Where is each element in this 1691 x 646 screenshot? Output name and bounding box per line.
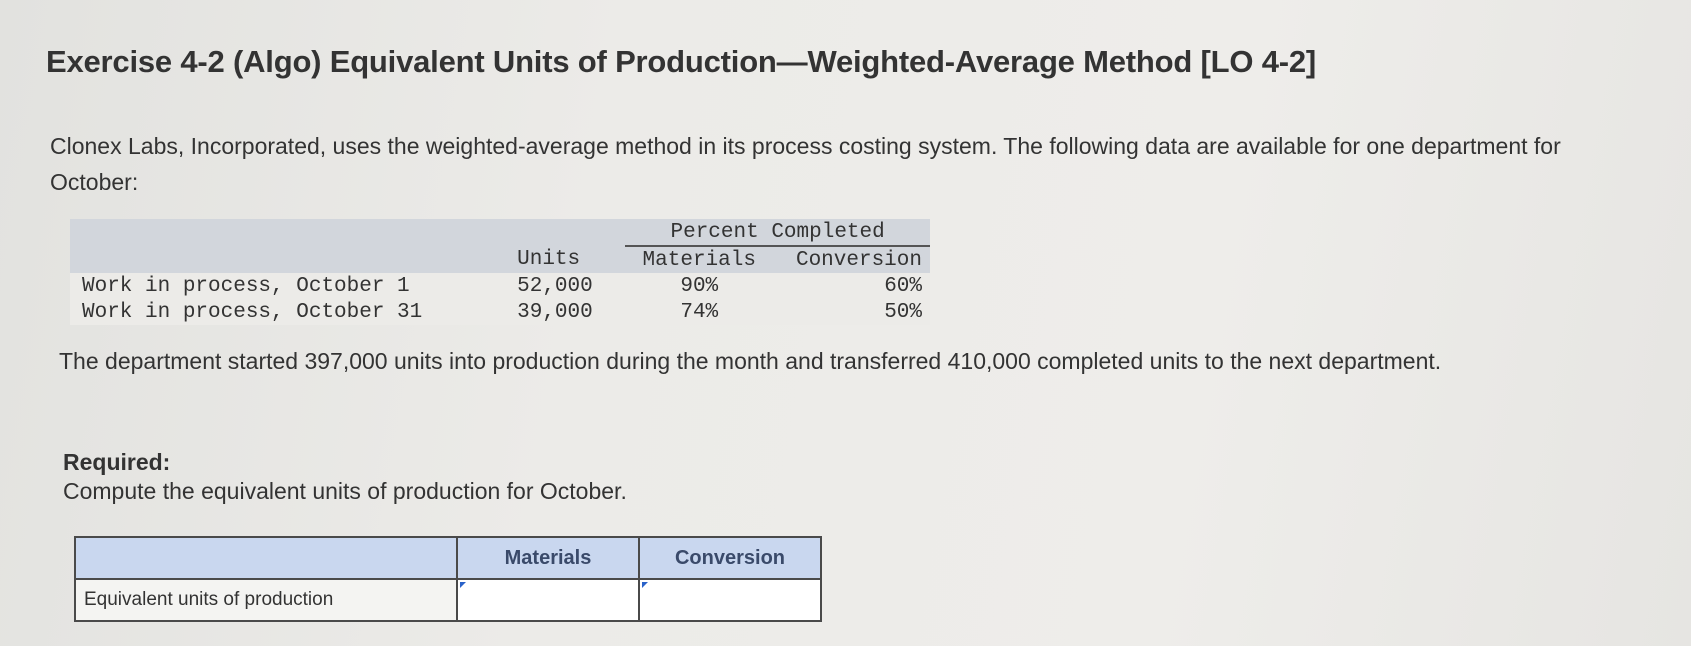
materials-input[interactable] xyxy=(458,581,638,619)
data-table: Percent Completed Units Materials Conver… xyxy=(70,219,930,325)
data-table-group-header-row: Percent Completed xyxy=(70,219,930,247)
answer-header-row: Materials Conversion xyxy=(74,536,822,580)
units-value: 39,000 xyxy=(507,299,626,325)
answer-table: Materials Conversion Equivalent units of… xyxy=(74,536,822,622)
answer-row: Equivalent units of production xyxy=(74,578,822,622)
data-table-column-header-row: Units Materials Conversion xyxy=(70,245,930,273)
exercise-title: Exercise 4-2 (Algo) Equivalent Units of … xyxy=(46,44,1317,79)
units-header: Units xyxy=(507,246,626,273)
units-value: 52,000 xyxy=(507,273,626,299)
intro-paragraph: Clonex Labs, Incorporated, uses the weig… xyxy=(50,133,1561,195)
equivalent-units-label: Equivalent units of production xyxy=(74,578,458,622)
conversion-input[interactable] xyxy=(640,581,820,619)
row-label: Work in process, October 1 xyxy=(70,273,508,299)
materials-header: Materials xyxy=(625,245,774,273)
answer-materials-header: Materials xyxy=(456,536,640,580)
required-label: Required: xyxy=(63,449,171,475)
answer-conversion-header: Conversion xyxy=(638,536,822,580)
conversion-header: Conversion xyxy=(773,245,930,273)
materials-percent: 90% xyxy=(625,273,774,299)
table-row: Work in process, October 31 39,000 74% 5… xyxy=(70,299,930,325)
input-marker-icon xyxy=(460,582,466,588)
materials-input-cell[interactable] xyxy=(456,578,640,622)
conversion-percent: 60% xyxy=(773,273,930,299)
percent-completed-header: Percent Completed xyxy=(625,219,930,247)
required-text: Compute the equivalent units of producti… xyxy=(63,478,627,504)
conversion-percent: 50% xyxy=(773,299,930,325)
input-marker-icon xyxy=(642,582,648,588)
conversion-input-cell[interactable] xyxy=(638,578,822,622)
row-label: Work in process, October 31 xyxy=(70,299,508,325)
materials-percent: 74% xyxy=(625,299,774,325)
production-paragraph: The department started 397,000 units int… xyxy=(59,348,1442,374)
table-row: Work in process, October 1 52,000 90% 60… xyxy=(70,273,930,299)
